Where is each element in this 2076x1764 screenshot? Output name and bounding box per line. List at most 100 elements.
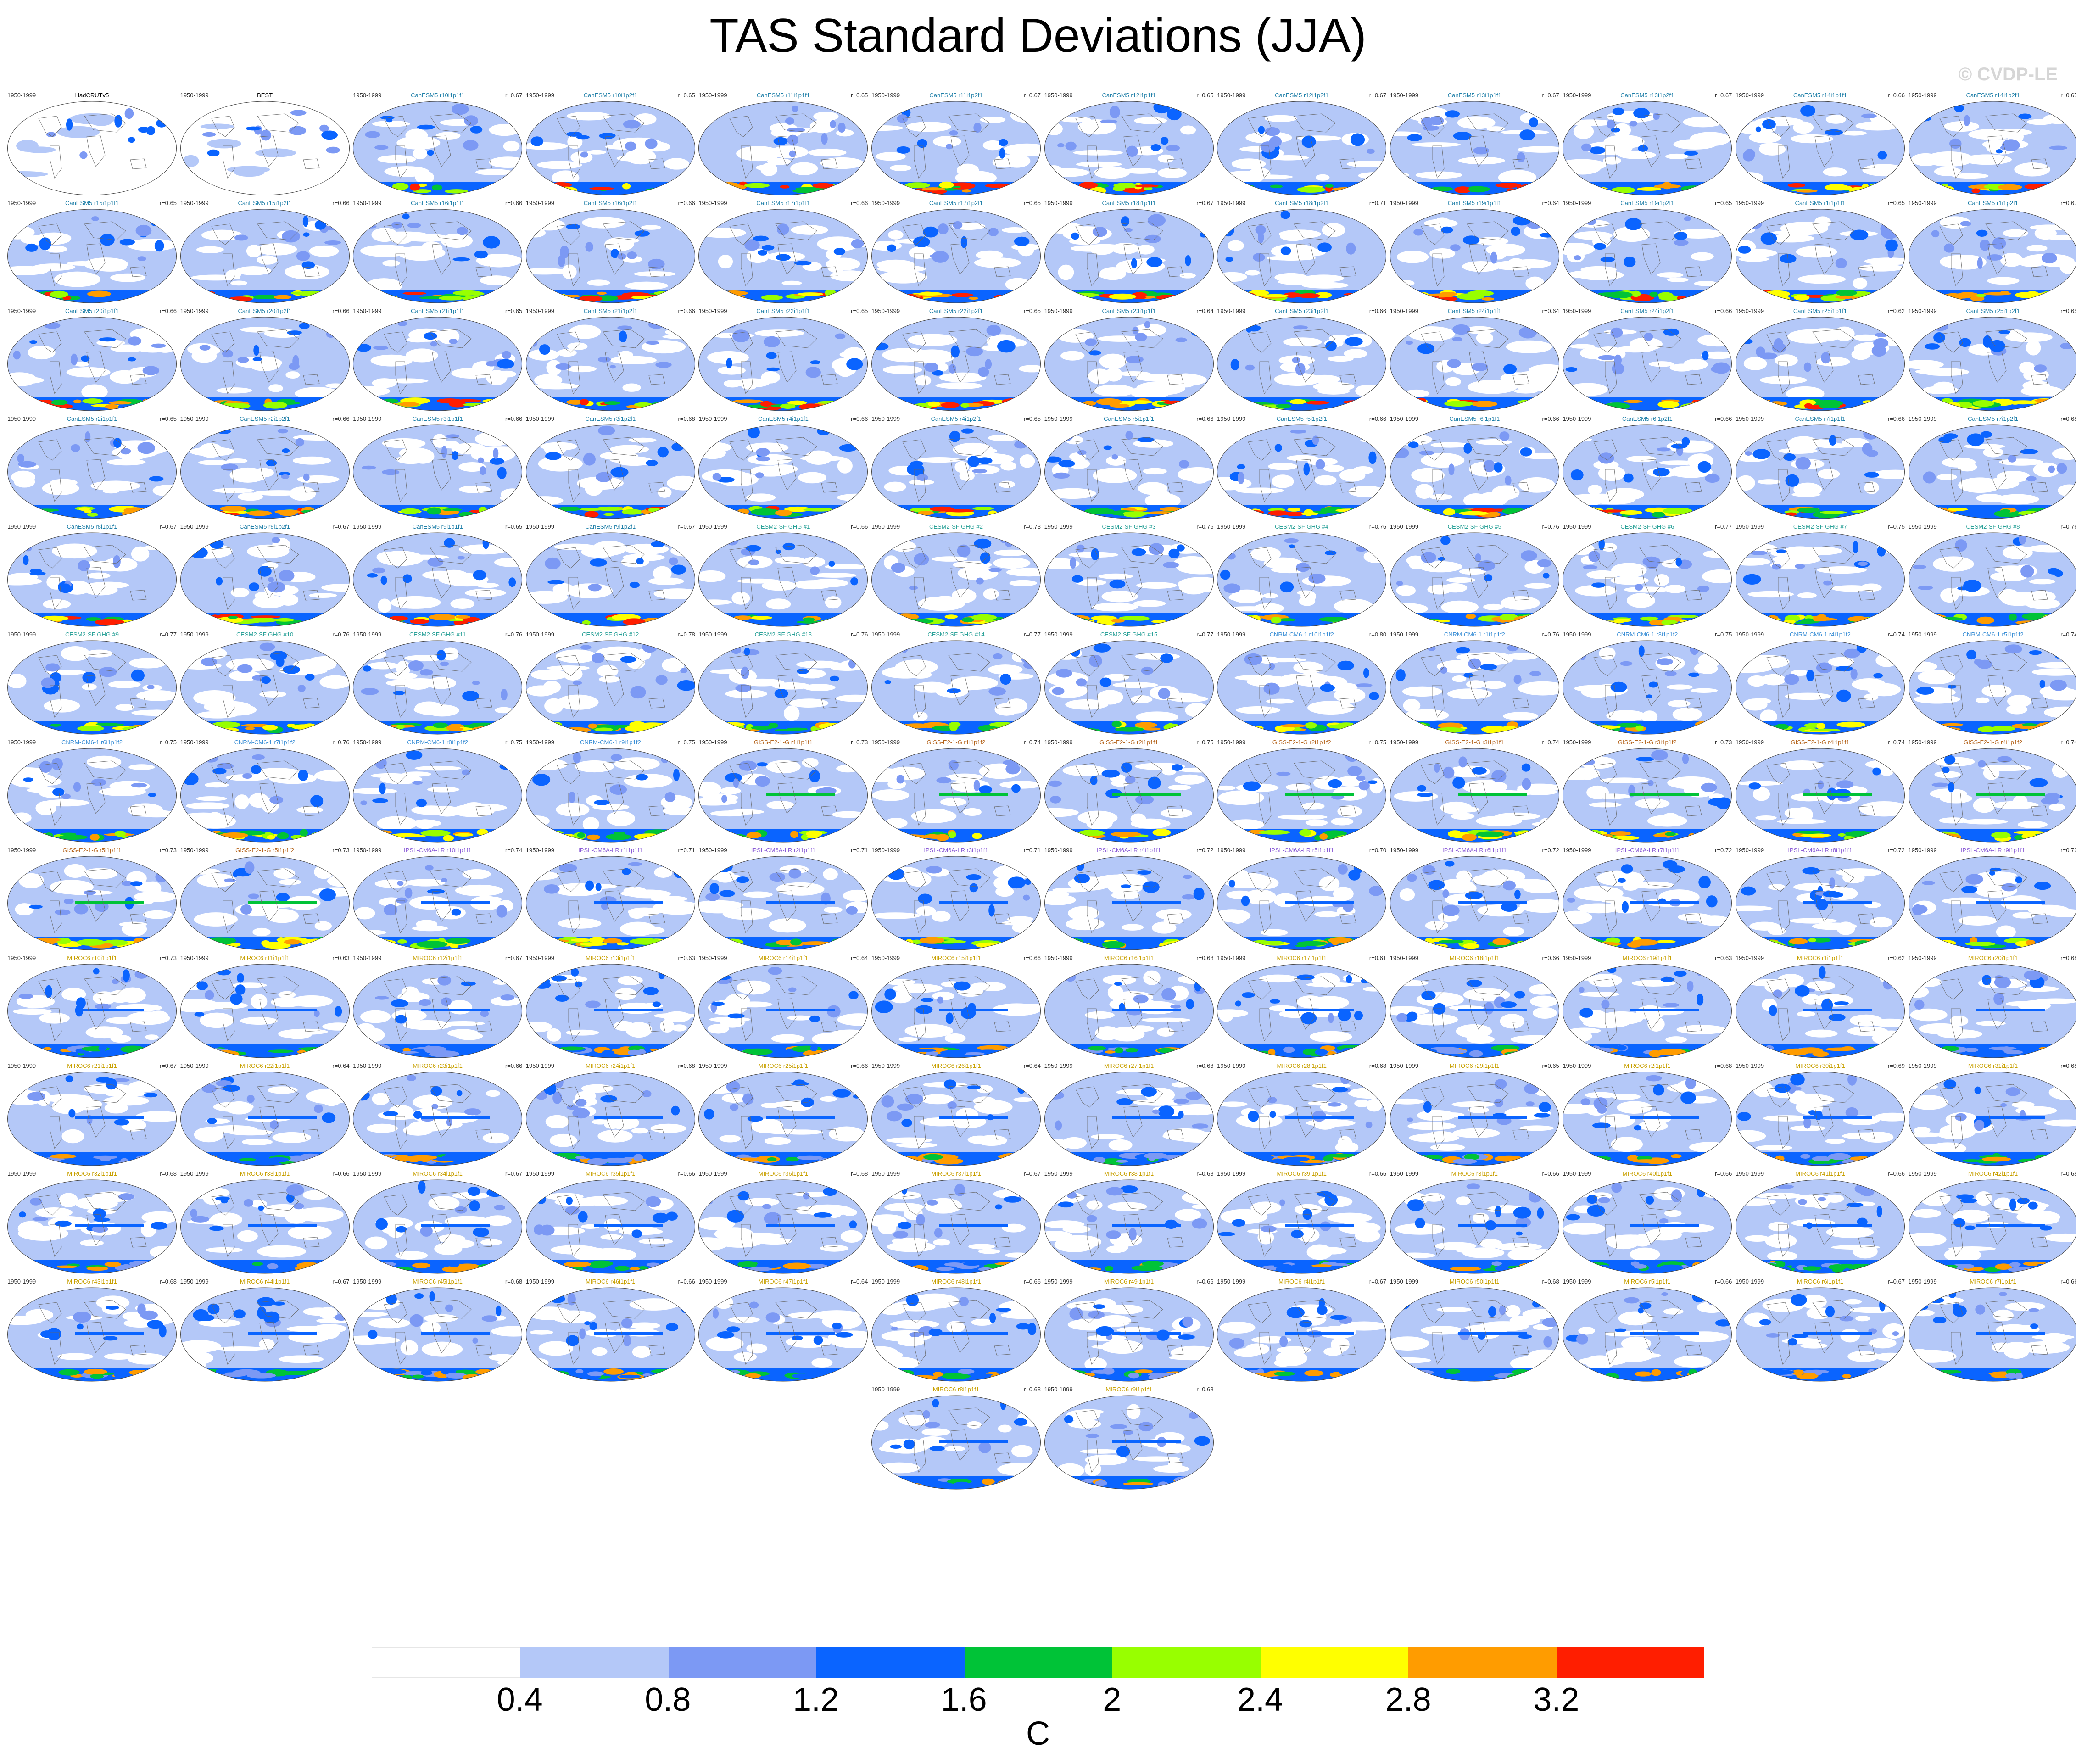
tas-stddev-map	[1908, 317, 2076, 411]
map-panel: 1950-1999 CanESM5 r8i1p2f1 r=0.67	[179, 522, 351, 630]
tas-stddev-map	[180, 317, 350, 411]
panel-pattern-correlation: r=0.67	[159, 1062, 177, 1069]
tas-stddev-map	[1908, 748, 2076, 843]
panel-period: 1950-1999	[698, 739, 727, 746]
panel-period: 1950-1999	[353, 92, 382, 99]
panel-pattern-correlation: r=0.65	[851, 307, 868, 314]
panel-pattern-correlation: r=0.77	[1023, 631, 1041, 638]
tas-stddev-map	[1390, 1072, 1559, 1166]
figure-title: TAS Standard Deviations (JJA)	[709, 9, 1367, 62]
panel-period: 1950-1999	[353, 631, 382, 638]
panel-title: MIROC6 r33i1p1f1	[240, 1170, 290, 1177]
panel-header: 1950-1999 GISS-E2-1-G r2i1p1f2 r=0.75	[1216, 738, 1387, 747]
panel-period: 1950-1999	[1390, 847, 1418, 854]
panel-title: MIROC6 r45i1p1f1	[413, 1278, 463, 1285]
tas-stddev-map	[525, 640, 695, 735]
panel-header: 1950-1999 CanESM5 r19i1p1f1 r=0.64	[1389, 199, 1560, 208]
panel-header: 1950-1999 MIROC6 r6i1p1f1 r=0.67	[1735, 1277, 1906, 1286]
panel-pattern-correlation: r=0.77	[1196, 631, 1214, 638]
panel-pattern-correlation: r=0.68	[1196, 955, 1214, 961]
panel-title: CESM2-SF GHG #9	[65, 631, 119, 638]
panel-period: 1950-1999	[7, 200, 36, 207]
panel-title: CanESM5 r10i1p1f1	[411, 92, 465, 99]
map-panel: 1950-1999 CESM2-SF GHG #15 r=0.77	[1044, 630, 1215, 738]
map-panel: 1950-1999 CESM2-SF GHG #5 r=0.76	[1389, 522, 1560, 630]
panel-pattern-correlation: r=0.64	[1023, 1062, 1041, 1069]
panel-title: MIROC6 r50i1p1f1	[1450, 1278, 1500, 1285]
tas-stddev-map	[353, 856, 523, 950]
panel-header: 1950-1999 GISS-E2-1-G r4i1p1f2 r=0.74	[1908, 738, 2076, 747]
panel-title: MIROC6 r28i1p1f1	[1277, 1062, 1327, 1069]
panel-title: CanESM5 r15i1p2f1	[238, 200, 292, 207]
panel-pattern-correlation: r=0.72	[1542, 847, 1559, 854]
map-panel: 1950-1999 CanESM5 r1i1p2f1 r=0.67	[1908, 199, 2076, 307]
colorbar-bin	[816, 1647, 965, 1678]
panel-pattern-correlation: r=0.63	[678, 955, 695, 961]
panel-pattern-correlation: r=0.68	[505, 1278, 523, 1285]
panel-title: MIROC6 r35i1p1f1	[586, 1170, 636, 1177]
panel-pattern-correlation: r=0.68	[2060, 1062, 2076, 1069]
panel-period: 1950-1999	[1044, 1170, 1073, 1177]
panel-title: CESM2-SF GHG #6	[1620, 523, 1674, 530]
panel-header: 1950-1999 MIROC6 r20i1p1f1 r=0.68	[1908, 954, 2076, 963]
panel-period: 1950-1999	[871, 307, 900, 314]
panel-period: 1950-1999	[698, 92, 727, 99]
panel-pattern-correlation: r=0.68	[159, 1278, 177, 1285]
panel-pattern-correlation: r=0.70	[1369, 847, 1387, 854]
panel-period: 1950-1999	[1563, 1278, 1591, 1285]
tas-stddev-map	[871, 424, 1041, 519]
panel-title: MIROC6 r32i1p1f1	[67, 1170, 117, 1177]
panel-title: CanESM5 r21i1p1f1	[411, 307, 465, 314]
panel-title: MIROC6 r48i1p1f1	[931, 1278, 981, 1285]
panel-pattern-correlation: r=0.71	[1023, 847, 1041, 854]
tas-stddev-map	[180, 532, 350, 627]
map-panel: 1950-1999 CanESM5 r5i1p2f1 r=0.66	[1216, 414, 1387, 522]
panel-header: 1950-1999 HadCRUTv5	[6, 91, 178, 100]
panel-header: 1950-1999 MIROC6 r14i1p1f1 r=0.64	[698, 954, 869, 963]
panel-pattern-correlation: r=0.71	[851, 847, 868, 854]
tas-stddev-map	[1908, 640, 2076, 735]
panel-header: 1950-1999 CNRM-CM6-1 r3i1p1f2 r=0.75	[1562, 630, 1733, 639]
tas-stddev-map	[525, 748, 695, 843]
panel-period: 1950-1999	[180, 523, 209, 530]
panel-pattern-correlation: r=0.76	[1369, 523, 1387, 530]
panel-pattern-correlation: r=0.66	[1715, 1278, 1732, 1285]
panel-header: 1950-1999 CanESM5 r10i1p1f1 r=0.67	[352, 91, 523, 100]
panel-period: 1950-1999	[1390, 1062, 1418, 1069]
panel-period: 1950-1999	[1044, 92, 1073, 99]
map-panel: 1950-1999 MIROC6 r28i1p1f1 r=0.68	[1216, 1061, 1387, 1169]
panel-title: MIROC6 r13i1p1f1	[586, 955, 636, 961]
panel-period: 1950-1999	[871, 1386, 900, 1393]
panel-pattern-correlation: r=0.66	[1542, 955, 1559, 961]
tas-stddev-map	[1390, 317, 1559, 411]
map-panel: 1950-1999 CanESM5 r24i1p1f1 r=0.64	[1389, 307, 1560, 414]
panel-header: 1950-1999 CESM2-SF GHG #1 r=0.66	[698, 522, 869, 531]
tas-stddev-map	[353, 209, 523, 303]
panel-pattern-correlation: r=0.66	[1887, 1170, 1905, 1177]
panel-pattern-correlation: r=0.66	[505, 415, 523, 422]
tas-stddev-map	[525, 101, 695, 195]
panel-pattern-correlation: r=0.66	[332, 415, 350, 422]
panel-title: IPSL-CM6A-LR r9i1p1f1	[1960, 847, 2026, 854]
panel-header: 1950-1999 IPSL-CM6A-LR r9i1p1f1 r=0.72	[1908, 846, 2076, 855]
panel-pattern-correlation: r=0.68	[1196, 1386, 1214, 1393]
panel-title: GISS-E2-1-G r2i1p1f2	[1272, 739, 1331, 746]
map-panel: 1950-1999 GISS-E2-1-G r3i1p1f2 r=0.73	[1562, 738, 1733, 846]
panel-pattern-correlation: r=0.68	[1196, 1170, 1214, 1177]
panel-header: 1950-1999 MIROC6 r35i1p1f1 r=0.66	[525, 1169, 696, 1178]
panel-title: CanESM5 r19i1p1f1	[1447, 200, 1501, 207]
panel-period: 1950-1999	[1217, 200, 1246, 207]
tas-stddev-map	[1563, 1179, 1732, 1274]
panel-header: 1950-1999 BEST	[179, 91, 351, 100]
tas-stddev-map	[1390, 748, 1559, 843]
panel-pattern-correlation: r=0.77	[159, 631, 177, 638]
panel-pattern-correlation: r=0.66	[2060, 1278, 2076, 1285]
panel-title: CanESM5 r22i1p1f1	[756, 307, 810, 314]
panel-period: 1950-1999	[1044, 739, 1073, 746]
panel-pattern-correlation: r=0.73	[1715, 739, 1732, 746]
panel-header: 1950-1999 MIROC6 r9i1p1f1 r=0.68	[1044, 1385, 1215, 1394]
panel-period: 1950-1999	[7, 1278, 36, 1285]
tas-stddev-map	[1217, 532, 1387, 627]
panel-period: 1950-1999	[525, 1278, 554, 1285]
panel-pattern-correlation: r=0.65	[678, 92, 695, 99]
